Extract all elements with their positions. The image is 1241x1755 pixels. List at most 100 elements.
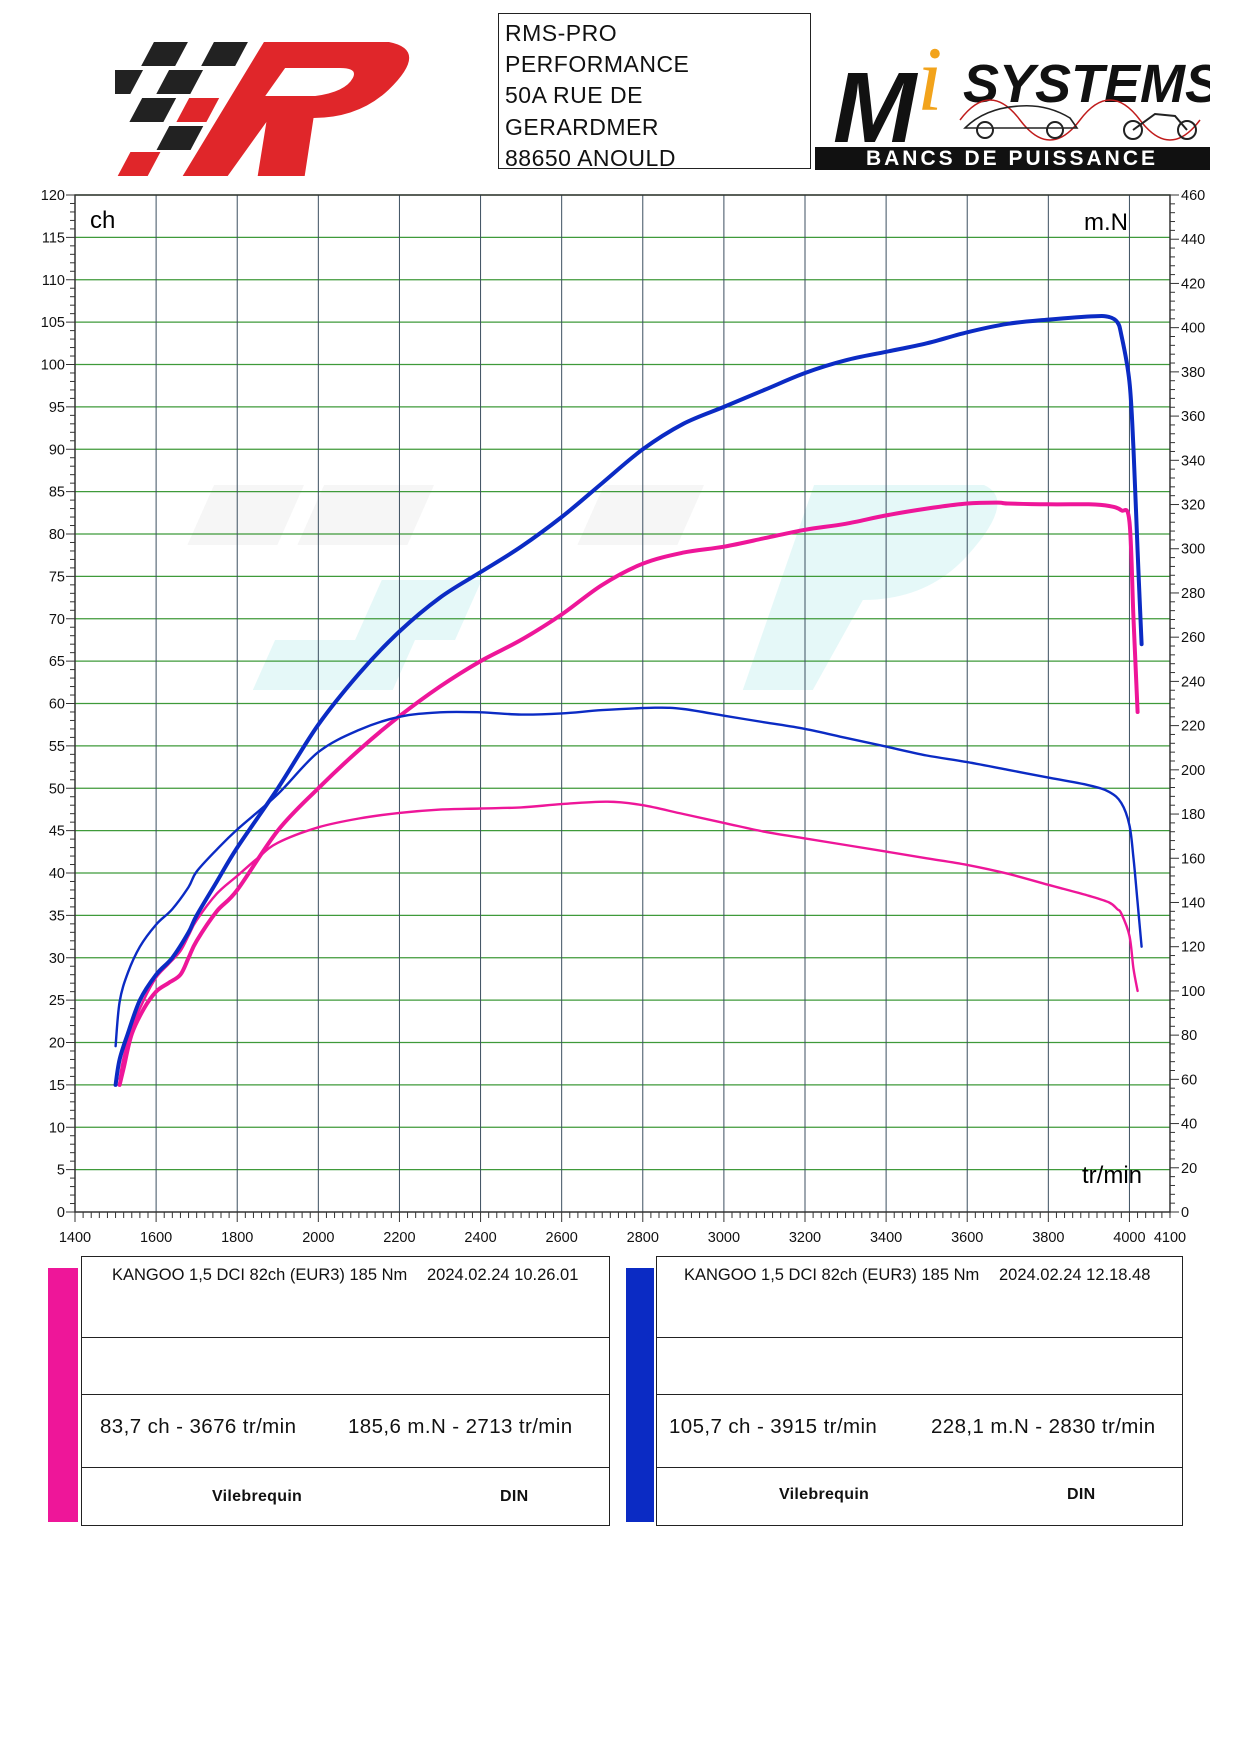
right-tick-label: 300	[1181, 542, 1205, 558]
x-tick-label: 1600	[140, 1230, 172, 1246]
right-tick-label: 120	[1181, 940, 1205, 956]
right-tick-label: 140	[1181, 895, 1205, 911]
right-tick-label: 160	[1181, 851, 1205, 867]
legend-box: KANGOO 1,5 DCI 82ch (EUR3) 185 Nm 2024.0…	[81, 1256, 610, 1526]
left-tick-label: 5	[57, 1163, 65, 1179]
right-tick-label: 60	[1181, 1072, 1197, 1088]
right-tick-label: 280	[1181, 586, 1205, 602]
right-tick-label: 0	[1181, 1205, 1189, 1221]
legend-title: KANGOO 1,5 DCI 82ch (EUR3) 185 Nm	[112, 1266, 408, 1284]
right-tick-label: 420	[1181, 276, 1205, 292]
chart-series	[113, 314, 1144, 1087]
x-tick-label: 4000	[1113, 1230, 1145, 1246]
address-line: 88650 ANOULD	[505, 144, 676, 171]
right-tick-label: 360	[1181, 409, 1205, 425]
left-tick-label: 80	[49, 527, 65, 543]
legend-swatch-run1	[48, 1268, 78, 1522]
run1-power-line	[117, 500, 1140, 1087]
x-tick-label: 3000	[708, 1230, 740, 1246]
right-tick-label: 440	[1181, 232, 1205, 248]
x-tick-label: 2000	[302, 1230, 334, 1246]
logo-i-letter: i	[917, 28, 943, 130]
right-axis-unit: m.N	[1084, 209, 1128, 236]
legend-run1: KANGOO 1,5 DCI 82ch (EUR3) 185 Nm 2024.0…	[48, 1256, 610, 1526]
x-tick-label: 1800	[221, 1230, 253, 1246]
legend-date: 2024.02.24 10.26.01	[427, 1266, 579, 1284]
right-tick-label: 100	[1181, 984, 1205, 1000]
legend-title-row: KANGOO 1,5 DCI 82ch (EUR3) 185 Nm 2024.0…	[657, 1257, 1182, 1338]
logo-subtitle: BANCS DE PUISSANCE	[866, 147, 1158, 170]
left-tick-label: 20	[49, 1036, 65, 1052]
right-tick-label: 260	[1181, 630, 1205, 646]
legend-peak-row: 105,7 ch - 3915 tr/min 228,1 m.N - 2830 …	[657, 1395, 1182, 1468]
right-tick-label: 240	[1181, 674, 1205, 690]
x-tick-label: 3800	[1032, 1230, 1064, 1246]
right-tick-label: 400	[1181, 321, 1205, 337]
left-tick-label: 15	[49, 1078, 65, 1094]
legend-run2: KANGOO 1,5 DCI 82ch (EUR3) 185 Nm 2024.0…	[626, 1256, 1184, 1526]
left-tick-label: 50	[49, 781, 65, 797]
logo-systems-text: SYSTEMS	[963, 54, 1210, 114]
legend-foot-row: Vilebrequin DIN	[82, 1468, 609, 1527]
right-tick-label: 20	[1181, 1161, 1197, 1177]
x-tick-label: 1400	[59, 1230, 91, 1246]
address-line: GERARDMER	[505, 113, 660, 140]
left-tick-label: 65	[49, 654, 65, 670]
legend-peak-power: 105,7 ch - 3915 tr/min	[669, 1415, 878, 1438]
legend-reference: Vilebrequin	[212, 1488, 303, 1505]
left-tick-label: 25	[49, 993, 65, 1009]
chart-grid	[75, 194, 1170, 1212]
legend-norm: DIN	[500, 1488, 529, 1505]
right-tick-label: 180	[1181, 807, 1205, 823]
legend-swatch-run2	[626, 1268, 654, 1522]
legend-title: KANGOO 1,5 DCI 82ch (EUR3) 185 Nm	[684, 1266, 980, 1284]
rms-logo	[115, 42, 409, 176]
right-tick-label: 460	[1181, 188, 1205, 204]
right-tick-label: 380	[1181, 365, 1205, 381]
left-axis-unit: ch	[90, 207, 115, 234]
left-tick-label: 40	[49, 866, 65, 882]
x-axis-unit: tr/min	[1082, 1162, 1142, 1189]
run1-torque-line	[118, 800, 1139, 1081]
left-tick-label: 115	[42, 230, 65, 246]
x-tick-label: 2200	[383, 1230, 415, 1246]
left-tick-label: 120	[41, 188, 65, 204]
left-tick-label: 45	[49, 824, 65, 840]
address-line: RMS-PRO	[505, 20, 618, 46]
x-tick-label: 3600	[951, 1230, 983, 1246]
address-line: PERFORMANCE	[505, 51, 690, 78]
x-tick-label: 2600	[546, 1230, 578, 1246]
left-tick-label: 105	[41, 315, 65, 331]
legend-foot-row: Vilebrequin DIN	[657, 1468, 1182, 1527]
right-tick-label: 40	[1181, 1117, 1197, 1133]
left-tick-label: 0	[57, 1205, 65, 1221]
chart-axes: 0 5 10 15 20 25 30 35 40 45 50 55 60 65 70 75 80 85 90 95 10…	[41, 188, 1205, 1246]
right-tick-label: 320	[1181, 498, 1205, 514]
right-tick-label: 340	[1181, 453, 1205, 469]
legend-peak-row: 83,7 ch - 3676 tr/min 185,6 m.N - 2713 t…	[82, 1395, 609, 1468]
left-tick-label: 60	[49, 697, 65, 713]
right-tick-label: 200	[1181, 763, 1205, 779]
logo-m-letter: M	[833, 52, 919, 164]
legend-empty-row	[657, 1338, 1182, 1395]
left-tick-label: 35	[49, 908, 65, 924]
address-box: RMS-PRO PERFORMANCE 50A RUE DE GERARDMER…	[498, 13, 811, 171]
run2-power-line	[113, 314, 1144, 1087]
legend-title-row: KANGOO 1,5 DCI 82ch (EUR3) 185 Nm 2024.0…	[82, 1257, 609, 1338]
x-tick-label: 4100	[1154, 1230, 1186, 1246]
legend-empty-row	[82, 1338, 609, 1395]
mi-systems-logo: i M SYSTEMS BANCS DE PUISSANCE	[815, 28, 1210, 170]
right-tick-label: 80	[1181, 1028, 1197, 1044]
legend-date: 2024.02.24 12.18.48	[999, 1266, 1151, 1284]
legend-norm: DIN	[1067, 1486, 1096, 1503]
left-tick-label: 110	[42, 273, 65, 289]
left-tick-label: 10	[49, 1120, 65, 1136]
run2-torque-line	[114, 706, 1143, 1048]
legend-peak-power: 83,7 ch - 3676 tr/min	[100, 1415, 297, 1438]
left-tick-label: 90	[49, 442, 65, 458]
left-tick-label: 30	[49, 951, 65, 967]
x-tick-label: 2400	[464, 1230, 496, 1246]
left-tick-label: 95	[49, 400, 65, 416]
left-tick-label: 75	[49, 569, 65, 585]
address-line: 50A RUE DE	[505, 82, 643, 109]
